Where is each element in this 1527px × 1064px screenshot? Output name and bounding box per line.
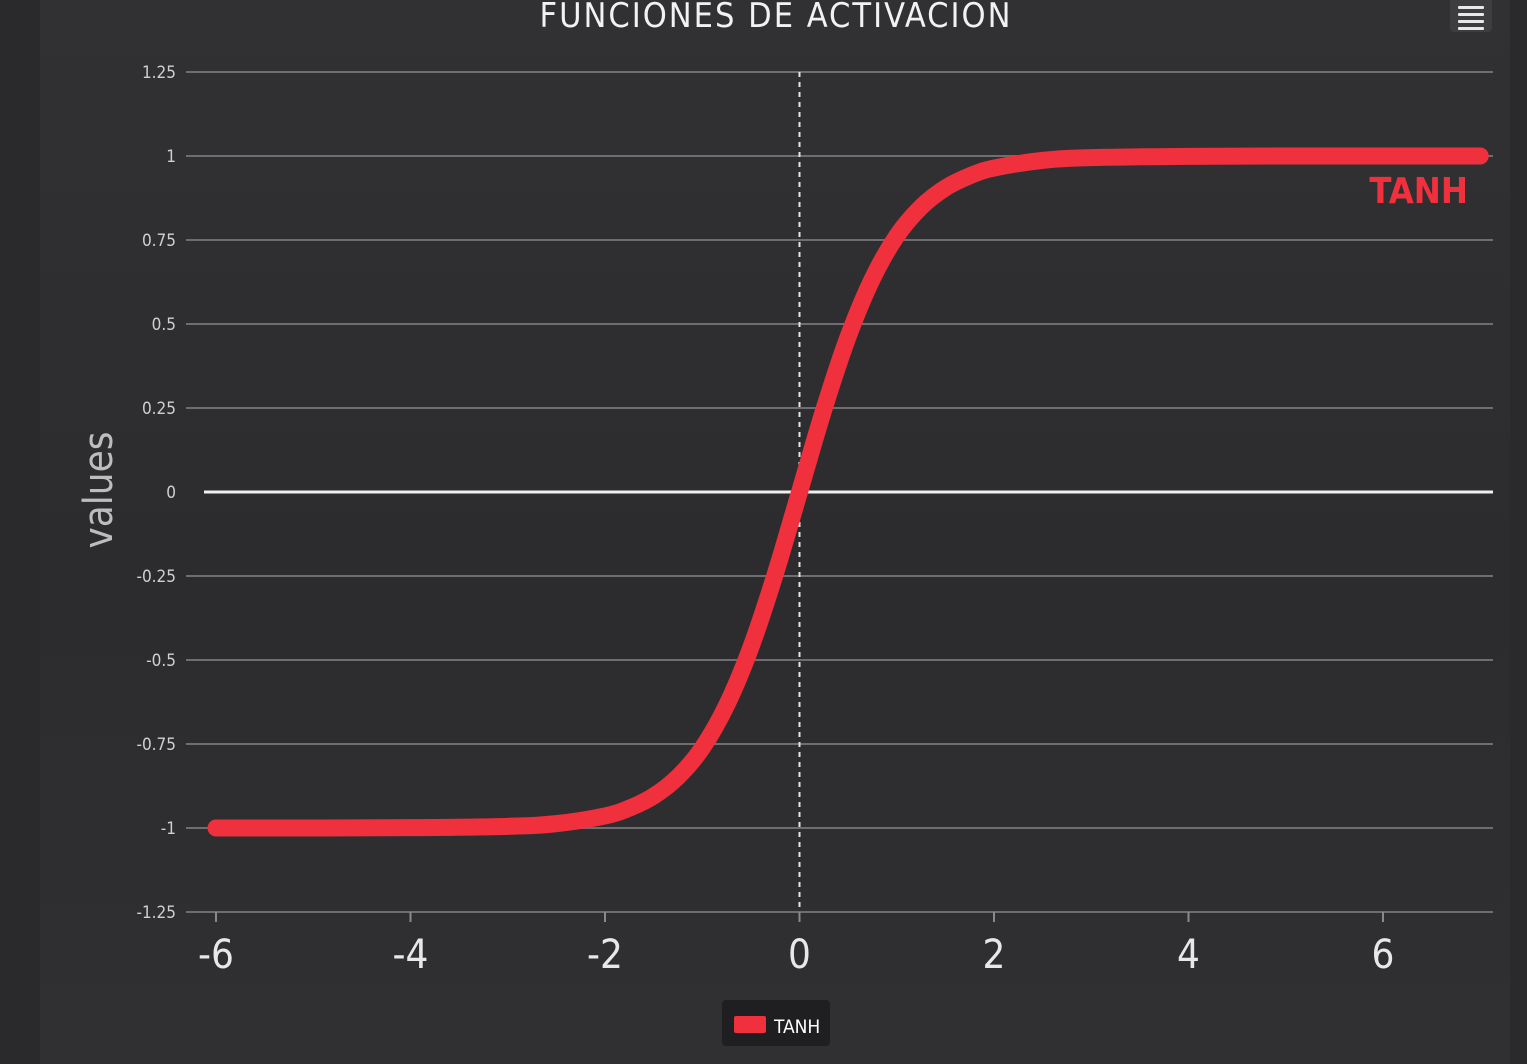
legend-swatch bbox=[734, 1016, 766, 1033]
series-annotation-label: TANH bbox=[1369, 171, 1468, 212]
x-tick-label: -4 bbox=[393, 932, 429, 978]
legend-label: TANH bbox=[773, 1016, 820, 1038]
menu-line bbox=[1458, 6, 1484, 9]
y-tick-label: -0.75 bbox=[136, 735, 176, 755]
y-tick-label: 0.5 bbox=[152, 315, 176, 335]
y-tick-label: -1.25 bbox=[136, 903, 176, 923]
x-tick-labels: -6 -4 -2 0 2 4 6 bbox=[198, 912, 1394, 978]
x-tick-label: 4 bbox=[1177, 932, 1200, 978]
y-tick-label: -0.25 bbox=[136, 567, 176, 587]
menu-line bbox=[1458, 20, 1484, 23]
grid-lines bbox=[186, 71, 1493, 913]
y-axis-label: values bbox=[76, 431, 122, 548]
legend-item-tanh[interactable]: TANH bbox=[722, 1000, 830, 1046]
chart-title: FUNCIONES DE ACTIVACION bbox=[539, 0, 1012, 36]
y-tick-label: 1 bbox=[166, 147, 176, 167]
x-tick-label: 0 bbox=[788, 932, 811, 978]
y-tick-label: -1 bbox=[161, 819, 176, 839]
y-tick-labels: 1.25 1 0.75 0.5 0.25 0 -0.25 -0.5 -0.75 -1 -1.25 bbox=[136, 63, 176, 923]
y-tick-label: 0.75 bbox=[142, 231, 176, 251]
chart-menu-button[interactable] bbox=[1450, 0, 1492, 32]
x-tick-label: -2 bbox=[587, 932, 623, 978]
series-layer bbox=[207, 147, 1489, 837]
x-tick-label: -6 bbox=[198, 932, 234, 978]
y-tick-label: -0.5 bbox=[146, 651, 176, 671]
chart-panel bbox=[40, 0, 1510, 1064]
y-tick-label: 0 bbox=[166, 483, 176, 503]
menu-line bbox=[1458, 13, 1484, 16]
x-tick-label: 6 bbox=[1372, 932, 1395, 978]
y-tick-label: 0.25 bbox=[142, 399, 176, 419]
series-line-tanh bbox=[207, 147, 1489, 837]
legend-background bbox=[722, 1000, 830, 1046]
menu-line bbox=[1458, 27, 1484, 30]
y-tick-label: 1.25 bbox=[142, 63, 176, 83]
x-tick-label: 2 bbox=[983, 932, 1006, 978]
